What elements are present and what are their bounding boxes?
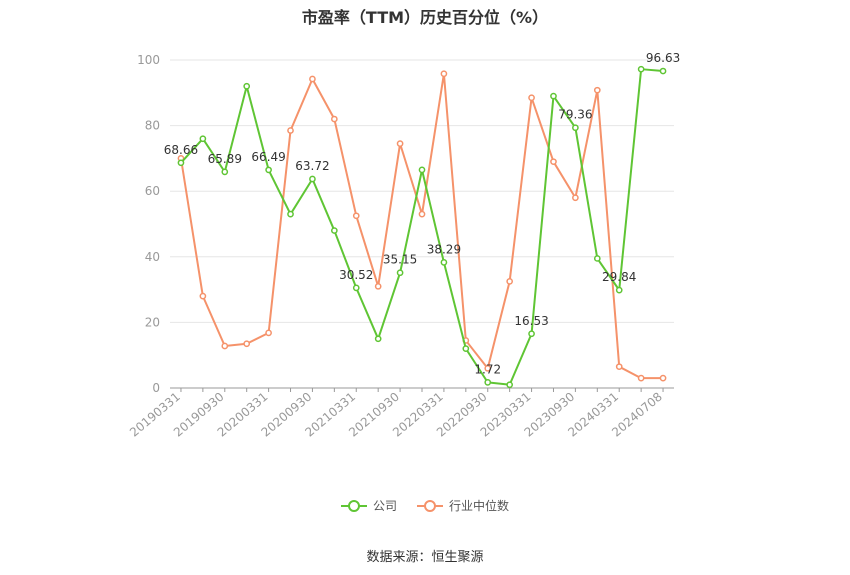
series-point-0 bbox=[418, 166, 426, 174]
data-label: 79.36 bbox=[558, 108, 592, 122]
legend: 公司 行业中位数 bbox=[0, 497, 850, 514]
legend-label-industry-median: 行业中位数 bbox=[449, 499, 510, 513]
series-point-0 bbox=[199, 135, 207, 143]
series-point-0 bbox=[396, 269, 404, 277]
series-point-1 bbox=[615, 363, 623, 371]
series-point-1 bbox=[418, 210, 426, 218]
series-point-1 bbox=[221, 342, 229, 350]
series-point-1 bbox=[528, 94, 535, 102]
series-point-0 bbox=[330, 227, 338, 234]
series-point-0 bbox=[243, 82, 251, 90]
y-tick-label: 80 bbox=[145, 119, 160, 133]
data-label: 63.72 bbox=[295, 159, 329, 173]
series-point-1 bbox=[550, 158, 557, 166]
data-label: 1.72 bbox=[474, 362, 501, 376]
series-point-1 bbox=[637, 374, 645, 382]
data-label: 68.66 bbox=[164, 143, 198, 157]
y-tick-label: 20 bbox=[145, 315, 160, 329]
series-point-1 bbox=[506, 278, 514, 285]
legend-item-industry-median[interactable]: 行业中位数 bbox=[417, 497, 509, 514]
y-tick-label: 60 bbox=[145, 184, 160, 198]
chart-title: 市盈率（TTM）历史百分位（%） bbox=[301, 8, 549, 27]
legend-swatch-industry-median bbox=[417, 499, 443, 513]
series-point-0 bbox=[637, 65, 645, 73]
data-label: 65.89 bbox=[208, 152, 242, 166]
series-point-0 bbox=[221, 168, 229, 176]
data-label: 29.84 bbox=[602, 270, 636, 284]
legend-swatch-company bbox=[340, 499, 367, 513]
data-label-layer: 68.66 65.89 66.49 63.72 30.52 35.15 38.29 1.72 1… bbox=[164, 51, 680, 376]
series-point-0 bbox=[374, 335, 382, 343]
legend-item-company[interactable]: 公司 bbox=[340, 497, 397, 514]
series-point-0 bbox=[484, 379, 492, 386]
series-point-1 bbox=[199, 292, 207, 300]
series-point-1 bbox=[243, 340, 251, 348]
series-point-0 bbox=[615, 286, 623, 294]
data-label: 16.53 bbox=[514, 314, 548, 328]
series-point-0 bbox=[462, 345, 470, 352]
series-point-1 bbox=[287, 127, 294, 134]
series-point-1 bbox=[484, 364, 492, 372]
series-point-1 bbox=[659, 374, 667, 382]
series-point-0 bbox=[659, 67, 667, 75]
series-point-1 bbox=[309, 75, 316, 83]
data-label: 66.49 bbox=[251, 150, 285, 164]
data-label: 35.15 bbox=[383, 253, 417, 267]
series-point-0 bbox=[440, 259, 448, 266]
y-tick-label: 40 bbox=[145, 250, 160, 264]
series-layer bbox=[177, 65, 667, 389]
series-point-1 bbox=[374, 282, 382, 290]
series-point-0 bbox=[265, 166, 272, 174]
series-point-0 bbox=[528, 330, 535, 338]
series-point-0 bbox=[352, 284, 360, 292]
data-label: 38.29 bbox=[427, 242, 461, 256]
series-point-0 bbox=[309, 175, 316, 183]
series-point-0 bbox=[593, 255, 601, 262]
series-point-1 bbox=[440, 70, 448, 78]
series-point-0 bbox=[550, 92, 557, 100]
series-point-1 bbox=[593, 86, 601, 94]
series-point-1 bbox=[330, 115, 338, 123]
y-tick-label: 100 bbox=[137, 53, 160, 67]
series-point-0 bbox=[177, 159, 185, 167]
series-point-1 bbox=[396, 140, 404, 147]
series-point-0 bbox=[287, 210, 294, 218]
source-note: 数据来源：恒生聚源 bbox=[366, 550, 484, 565]
series-point-1 bbox=[572, 194, 579, 202]
legend-label-company: 公司 bbox=[372, 499, 397, 513]
y-tick-label: 0 bbox=[152, 381, 160, 395]
series-point-1 bbox=[265, 329, 272, 337]
data-label: 96.63 bbox=[646, 51, 680, 65]
series-point-1 bbox=[352, 212, 360, 220]
data-label: 30.52 bbox=[339, 268, 373, 282]
series-point-0 bbox=[572, 124, 579, 132]
series-point-0 bbox=[506, 381, 514, 389]
